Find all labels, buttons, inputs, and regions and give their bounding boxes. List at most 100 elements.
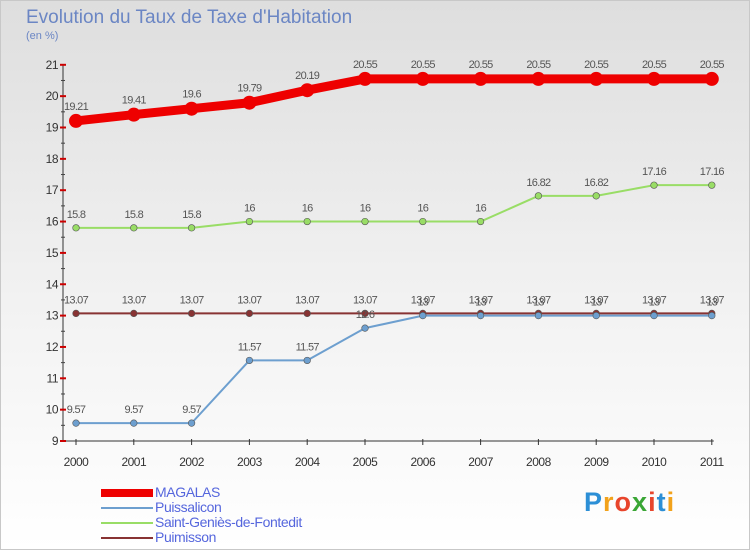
y-unit-label: (en %) (26, 30, 59, 42)
data-label: 13.07 (411, 294, 436, 306)
data-label: 17.16 (642, 166, 667, 178)
data-label: 13 (706, 297, 717, 309)
data-label: 19.79 (237, 83, 262, 95)
data-label: 20.19 (295, 70, 320, 82)
data-label: 19.21 (64, 101, 89, 113)
data-label: 16 (475, 203, 486, 215)
x-tick-label: 2011 (700, 455, 725, 469)
data-label: 11.57 (238, 341, 262, 353)
data-label: 13.07 (469, 294, 494, 306)
series-point (650, 181, 658, 189)
data-label: 16 (244, 203, 255, 215)
data-label: 16 (360, 203, 371, 215)
series-point (188, 419, 196, 427)
data-label: 13.07 (700, 294, 725, 306)
x-tick-label: 2008 (526, 455, 552, 469)
x-tick-label: 2010 (642, 455, 668, 469)
series-point (72, 419, 80, 427)
series-point (184, 101, 199, 116)
data-label: 15.8 (124, 209, 143, 221)
y-tick-label: 14 (46, 277, 59, 291)
series-point (361, 217, 369, 226)
series-point (358, 71, 372, 86)
series-point (708, 181, 716, 189)
series-line-2 (75, 184, 713, 229)
y-tick-label: 17 (46, 183, 59, 197)
y-tick-label: 21 (46, 58, 59, 72)
legend-label: Puimisson (155, 529, 216, 545)
series-point (592, 192, 600, 200)
data-label: 13.07 (584, 294, 609, 306)
data-label: 12.6 (356, 309, 375, 321)
data-label: 17.16 (700, 166, 725, 178)
series-point (303, 217, 311, 226)
data-label: 13.07 (295, 294, 320, 306)
logo-letter: o (614, 487, 633, 517)
y-tick-label: 15 (46, 246, 59, 260)
series-point (415, 71, 430, 86)
x-tick-label: 2005 (353, 455, 379, 469)
legend-label: Puissalicon (155, 499, 222, 515)
data-label: 16 (417, 203, 428, 215)
data-label: 13.07 (353, 294, 378, 306)
y-tick-label: 11 (47, 371, 59, 385)
series-point (130, 309, 138, 318)
series-point (592, 312, 600, 320)
data-label: 11.57 (296, 341, 320, 353)
data-label: 20.55 (411, 59, 436, 71)
data-label: 13 (591, 297, 602, 309)
legend-swatch (101, 507, 153, 509)
data-label: 20.55 (700, 59, 725, 71)
data-label: 13.07 (237, 294, 262, 306)
logo-letter: P (584, 487, 604, 517)
series-line-1 (75, 314, 713, 425)
data-label: 19.41 (122, 95, 147, 107)
chart-title: Evolution du Taux de Taxe d'Habitation (26, 7, 353, 28)
data-label: 16.82 (584, 177, 609, 189)
x-tick-label: 2009 (584, 455, 610, 469)
legend-swatch (101, 522, 153, 524)
data-label: 13.07 (180, 294, 205, 306)
series-point (477, 217, 485, 226)
series-point (647, 71, 661, 86)
series-point (188, 309, 196, 318)
series-point (708, 312, 716, 320)
series-point (130, 419, 138, 427)
series-point (130, 224, 138, 232)
data-label: 16.82 (526, 177, 551, 189)
y-tick-label: 20 (46, 89, 59, 103)
data-label: 9.57 (124, 404, 143, 416)
series-point (477, 312, 485, 320)
y-tick-label: 10 (46, 403, 59, 417)
series-point (245, 217, 253, 226)
logo-letter: i (648, 487, 657, 517)
legend-label: MAGALAS (155, 484, 220, 500)
series-point (188, 224, 196, 232)
data-label: 19.6 (182, 89, 201, 101)
x-tick-label: 2006 (410, 455, 436, 469)
y-tick-label: 18 (46, 152, 59, 166)
series-point (361, 324, 369, 332)
data-label: 13 (417, 297, 428, 309)
data-label: 20.55 (526, 59, 551, 71)
series-point (245, 309, 253, 318)
logo-letter: r (603, 487, 615, 517)
y-tick-label: 16 (46, 215, 59, 229)
series-point (69, 113, 83, 128)
data-label: 13.07 (642, 294, 667, 306)
series-point (704, 71, 719, 86)
y-tick-label: 13 (46, 309, 59, 323)
data-label: 20.55 (353, 59, 378, 71)
data-label: 16 (302, 203, 313, 215)
data-label: 13 (649, 297, 660, 309)
line-chart: 9 10 11 12 13 14 15 16 17 18 19 20 21 2000 2001 2002 200… (46, 58, 725, 469)
logo-letter: x (632, 487, 649, 517)
series-point (300, 83, 315, 98)
data-label: 15.8 (67, 209, 86, 221)
data-label: 13 (475, 297, 486, 309)
data-label: 13 (533, 297, 544, 309)
logo-letter: i (666, 487, 676, 517)
series-point (531, 71, 546, 86)
logo-letter: t (656, 487, 667, 517)
